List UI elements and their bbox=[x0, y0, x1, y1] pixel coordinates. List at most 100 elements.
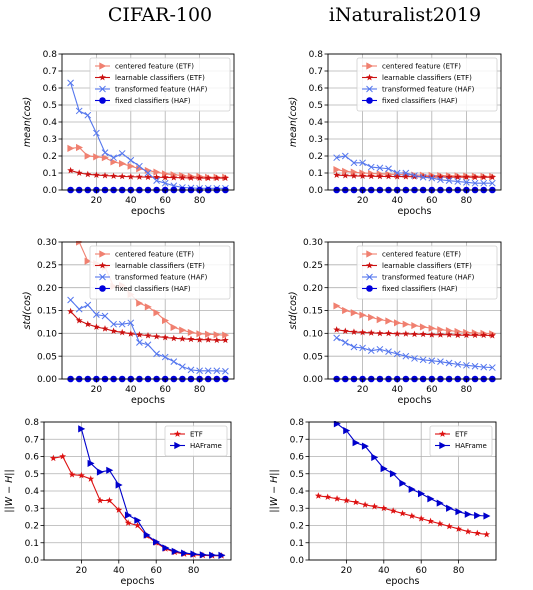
x-tick-label: 80 bbox=[461, 196, 473, 206]
legend-entry: fixed classifiers (HAF) bbox=[382, 285, 458, 293]
data-point bbox=[437, 358, 444, 366]
data-point bbox=[333, 302, 341, 310]
legend-marker bbox=[366, 250, 374, 258]
legend: centered feature (ETF) learnable classifi… bbox=[89, 245, 231, 300]
y-tick-label: 0.6 bbox=[290, 453, 305, 463]
data-point bbox=[454, 331, 462, 339]
data-point bbox=[75, 316, 83, 324]
data-point bbox=[471, 331, 479, 339]
x-axis-label: epochs bbox=[131, 206, 165, 217]
legend-marker bbox=[366, 285, 373, 292]
data-point bbox=[153, 177, 160, 185]
series-line bbox=[53, 455, 222, 557]
data-point bbox=[67, 144, 75, 152]
data-point bbox=[419, 173, 427, 180]
data-point bbox=[359, 172, 367, 179]
data-point bbox=[411, 173, 418, 180]
data-point bbox=[419, 330, 427, 338]
data-point bbox=[68, 471, 76, 478]
data-point bbox=[213, 336, 221, 344]
y-tick-label: 0.15 bbox=[37, 307, 57, 317]
legend-marker bbox=[366, 73, 373, 81]
y-tick-label: 0.8 bbox=[309, 50, 324, 60]
data-point bbox=[408, 485, 416, 493]
data-point bbox=[376, 345, 384, 353]
x-tick-label: 40 bbox=[391, 196, 403, 206]
data-point bbox=[199, 551, 207, 559]
data-point bbox=[371, 453, 379, 461]
data-point bbox=[419, 323, 427, 331]
data-point bbox=[350, 159, 358, 167]
data-point bbox=[153, 350, 160, 358]
data-point bbox=[179, 326, 187, 334]
data-point bbox=[342, 306, 350, 315]
data-point bbox=[380, 504, 388, 512]
data-point bbox=[106, 496, 113, 504]
legend-entry: ETF bbox=[190, 431, 203, 439]
data-point bbox=[483, 530, 491, 538]
legend-marker bbox=[366, 97, 373, 104]
data-point bbox=[67, 296, 74, 304]
y-tick-label: 0.3 bbox=[25, 504, 39, 514]
data-point bbox=[483, 512, 491, 520]
data-point bbox=[101, 154, 109, 162]
y-tick-label: 0.2 bbox=[43, 152, 57, 162]
y-tick-label: 0.10 bbox=[303, 330, 323, 340]
y-tick-label: 0.3 bbox=[43, 135, 57, 145]
data-point bbox=[419, 356, 427, 364]
data-point bbox=[445, 359, 453, 367]
y-tick-label: 0.05 bbox=[303, 352, 323, 362]
data-point bbox=[389, 507, 397, 514]
x-tick-label: 40 bbox=[391, 385, 403, 395]
data-point bbox=[187, 366, 195, 374]
data-point bbox=[402, 169, 410, 177]
data-point bbox=[333, 421, 341, 428]
data-point bbox=[170, 173, 178, 181]
data-point bbox=[445, 173, 453, 180]
data-point bbox=[385, 317, 393, 325]
legend-entry: learnable classifiers (ETF) bbox=[115, 262, 205, 270]
data-point bbox=[75, 305, 83, 313]
data-point bbox=[93, 153, 101, 161]
data-point bbox=[350, 343, 358, 351]
data-point bbox=[399, 479, 407, 487]
data-point bbox=[462, 331, 470, 339]
legend-entry: centered feature (ETF) bbox=[382, 63, 461, 71]
legend-entry: learnable classifiers (ETF) bbox=[382, 262, 472, 270]
data-point bbox=[471, 173, 479, 181]
legend-marker bbox=[366, 261, 373, 269]
data-point bbox=[209, 551, 217, 559]
data-point bbox=[124, 511, 132, 519]
data-point bbox=[445, 326, 453, 335]
data-point bbox=[445, 177, 453, 185]
data-point bbox=[213, 331, 221, 339]
legend-entry: learnable classifiers (ETF) bbox=[382, 74, 472, 82]
x-tick-label: 80 bbox=[194, 385, 206, 395]
data-point bbox=[75, 107, 83, 115]
data-point bbox=[333, 326, 341, 333]
data-point bbox=[376, 316, 384, 324]
data-point bbox=[84, 170, 92, 178]
data-point bbox=[76, 143, 83, 152]
legend-entry: fixed classifiers (HAF) bbox=[382, 97, 458, 105]
data-point bbox=[385, 348, 392, 355]
data-point bbox=[341, 327, 349, 334]
y-tick-label: 0.5 bbox=[25, 470, 39, 480]
data-point bbox=[393, 169, 401, 177]
y-tick-label: 0.2 bbox=[309, 152, 323, 162]
data-point bbox=[118, 320, 126, 328]
legend-marker bbox=[174, 441, 182, 450]
data-point bbox=[127, 162, 135, 170]
x-tick-label: 80 bbox=[461, 385, 473, 395]
data-point bbox=[115, 506, 123, 513]
y-tick-label: 0.7 bbox=[309, 67, 323, 77]
data-point bbox=[153, 538, 160, 546]
x-tick-label: 20 bbox=[91, 385, 103, 395]
data-point bbox=[153, 168, 161, 176]
data-point bbox=[127, 156, 135, 164]
data-point bbox=[179, 363, 186, 371]
data-point bbox=[389, 470, 397, 478]
data-point bbox=[78, 425, 86, 433]
legend-marker bbox=[439, 441, 447, 450]
data-point bbox=[367, 163, 375, 171]
